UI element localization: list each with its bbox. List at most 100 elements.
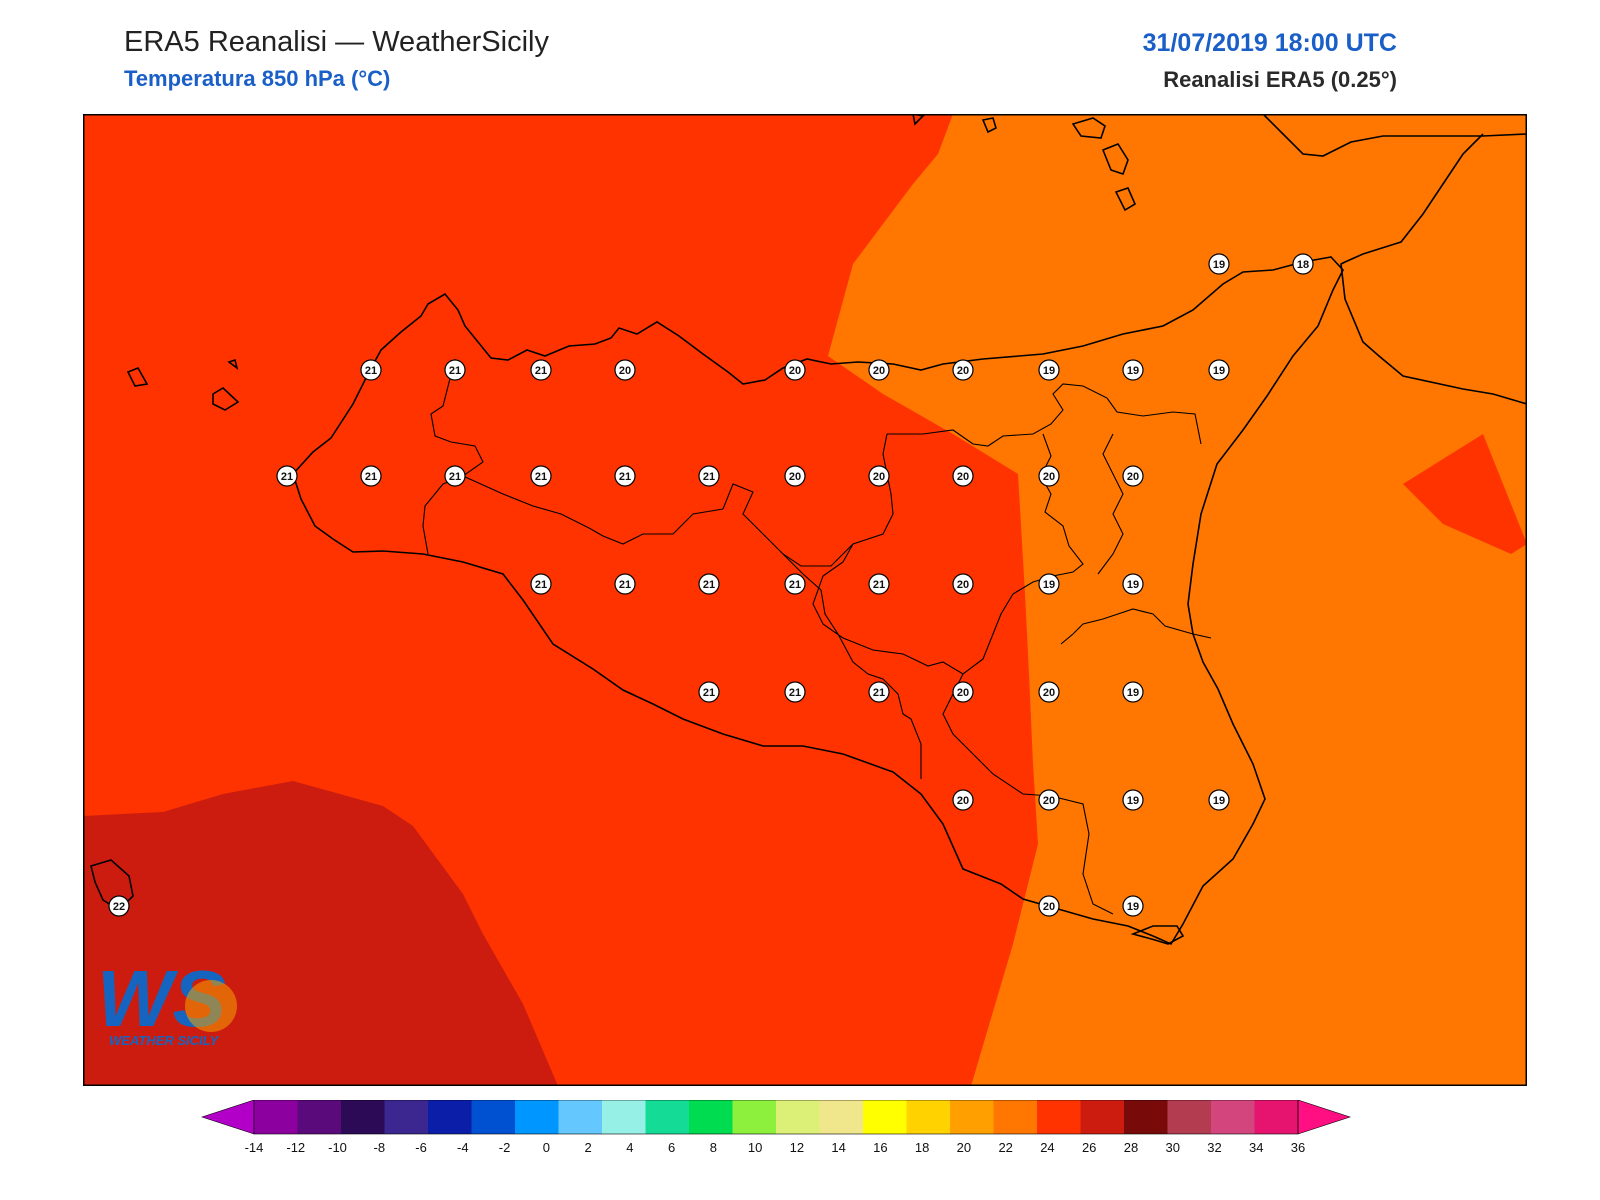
colorbar-tick-label: 12 bbox=[790, 1140, 804, 1155]
colorbar-tick-label: 10 bbox=[748, 1140, 762, 1155]
colorbar-tick-label: 16 bbox=[873, 1140, 887, 1155]
colorbar-swatch bbox=[428, 1100, 472, 1134]
colorbar-swatch bbox=[1254, 1100, 1298, 1134]
boundary-catania-siracusa bbox=[1060, 608, 1212, 645]
svg-text:21: 21 bbox=[619, 579, 631, 591]
svg-text:21: 21 bbox=[535, 471, 547, 483]
station-marker: 21 bbox=[360, 359, 382, 381]
map-variable-subtitle: Temperatura 850 hPa (°C) bbox=[124, 66, 391, 91]
station-marker: 21 bbox=[784, 681, 806, 703]
svg-text:21: 21 bbox=[703, 471, 715, 483]
station-marker: 20 bbox=[952, 359, 974, 381]
svg-text:20: 20 bbox=[1043, 687, 1055, 699]
colorbar-tick-label: 4 bbox=[626, 1140, 633, 1155]
svg-text:20: 20 bbox=[957, 365, 969, 377]
colorbar-extend-high bbox=[1297, 1100, 1351, 1135]
station-marker: 20 bbox=[1038, 681, 1060, 703]
svg-text:19: 19 bbox=[1043, 579, 1055, 591]
colorbar-swatch bbox=[1124, 1100, 1168, 1134]
colorbar-tick-label: -6 bbox=[415, 1140, 427, 1155]
svg-text:20: 20 bbox=[789, 365, 801, 377]
station-marker: 21 bbox=[444, 465, 466, 487]
station-marker: 20 bbox=[952, 789, 974, 811]
station-marker: 21 bbox=[276, 465, 298, 487]
station-marker: 19 bbox=[1122, 895, 1144, 917]
colorbar-swatch bbox=[471, 1100, 515, 1134]
station-marker: 21 bbox=[530, 573, 552, 595]
station-marker: 21 bbox=[530, 465, 552, 487]
colorbar-tick-label: 22 bbox=[998, 1140, 1012, 1155]
boundary-palermo-caltanissetta bbox=[722, 433, 894, 567]
boundary-enna-catania bbox=[812, 433, 1084, 675]
svg-text:21: 21 bbox=[449, 471, 461, 483]
station-marker: 20 bbox=[1038, 465, 1060, 487]
svg-text:21: 21 bbox=[789, 687, 801, 699]
colorbar-tick-label: 6 bbox=[668, 1140, 675, 1155]
svg-text:19: 19 bbox=[1213, 259, 1225, 271]
station-marker: 20 bbox=[952, 465, 974, 487]
colorbar-tick-label: -10 bbox=[328, 1140, 347, 1155]
svg-text:21: 21 bbox=[365, 471, 377, 483]
svg-text:20: 20 bbox=[789, 471, 801, 483]
station-marker: 20 bbox=[952, 573, 974, 595]
station-marker: 22 bbox=[108, 895, 130, 917]
svg-text:20: 20 bbox=[619, 365, 631, 377]
station-marker: 21 bbox=[530, 359, 552, 381]
station-marker: 19 bbox=[1122, 359, 1144, 381]
colorbar-tick-label: 20 bbox=[957, 1140, 971, 1155]
south-cape-outline bbox=[1130, 925, 1185, 945]
station-marker: 21 bbox=[868, 681, 890, 703]
sicily-coastline bbox=[292, 256, 1344, 946]
station-marker: 19 bbox=[1122, 681, 1144, 703]
colorbar-swatch bbox=[1080, 1100, 1124, 1134]
svg-text:21: 21 bbox=[789, 579, 801, 591]
station-marker: 19 bbox=[1122, 789, 1144, 811]
colorbar-swatch bbox=[602, 1100, 646, 1134]
station-marker: 19 bbox=[1122, 573, 1144, 595]
colorbar-swatch bbox=[689, 1100, 733, 1134]
colorbar-frame bbox=[253, 1100, 1299, 1135]
colorbar-tick-label: 32 bbox=[1207, 1140, 1221, 1155]
boundary-palermo-agrigento bbox=[462, 475, 724, 545]
station-marker: 19 bbox=[1038, 573, 1060, 595]
svg-text:22: 22 bbox=[113, 901, 125, 913]
svg-text:21: 21 bbox=[873, 579, 885, 591]
field-above-22-warm-patch bbox=[1403, 434, 1527, 554]
colorbar-tick-label: 28 bbox=[1124, 1140, 1138, 1155]
station-marker: 20 bbox=[1038, 895, 1060, 917]
colorbar-swatch bbox=[254, 1100, 298, 1134]
svg-text:21: 21 bbox=[535, 579, 547, 591]
svg-text:19: 19 bbox=[1213, 795, 1225, 807]
colorbar-swatch bbox=[906, 1100, 950, 1134]
map-title: ERA5 Reanalisi — WeatherSicily bbox=[124, 26, 549, 58]
station-markers: 19 18 21 21 21 20 20 20 20 19 19 19 21 2… bbox=[108, 253, 1314, 917]
province-boundaries bbox=[422, 358, 1212, 915]
svg-text:19: 19 bbox=[1043, 365, 1055, 377]
colorbar-swatch bbox=[1167, 1100, 1211, 1134]
station-marker: 21 bbox=[444, 359, 466, 381]
svg-text:21: 21 bbox=[281, 471, 293, 483]
colorbar-extend-low bbox=[201, 1100, 255, 1135]
svg-text:21: 21 bbox=[449, 365, 461, 377]
svg-text:21: 21 bbox=[535, 365, 547, 377]
colorbar-swatch bbox=[950, 1100, 994, 1134]
logo-text: WEATHER SICILY bbox=[109, 1033, 220, 1048]
svg-text:19: 19 bbox=[1127, 901, 1139, 913]
colorbar-swatch bbox=[515, 1100, 559, 1134]
svg-text:20: 20 bbox=[873, 365, 885, 377]
boundary-etna-ring bbox=[1097, 433, 1124, 575]
boundary-ragusa-siracusa bbox=[942, 673, 1114, 915]
svg-text:20: 20 bbox=[1043, 795, 1055, 807]
colorbar-swatch bbox=[341, 1100, 385, 1134]
colorbar-tick-label: 8 bbox=[710, 1140, 717, 1155]
boundary-trapani-palermo bbox=[422, 358, 484, 555]
colorbar-swatch bbox=[863, 1100, 907, 1134]
station-marker: 20 bbox=[868, 465, 890, 487]
colorbar-tick-label: -12 bbox=[286, 1140, 305, 1155]
colorbar-tick-label: -14 bbox=[245, 1140, 264, 1155]
calabria-coastline bbox=[1262, 114, 1527, 405]
station-marker: 19 bbox=[1208, 789, 1230, 811]
data-source: Reanalisi ERA5 (0.25°) bbox=[1163, 67, 1397, 92]
svg-text:18: 18 bbox=[1297, 259, 1309, 271]
station-marker: 20 bbox=[784, 359, 806, 381]
